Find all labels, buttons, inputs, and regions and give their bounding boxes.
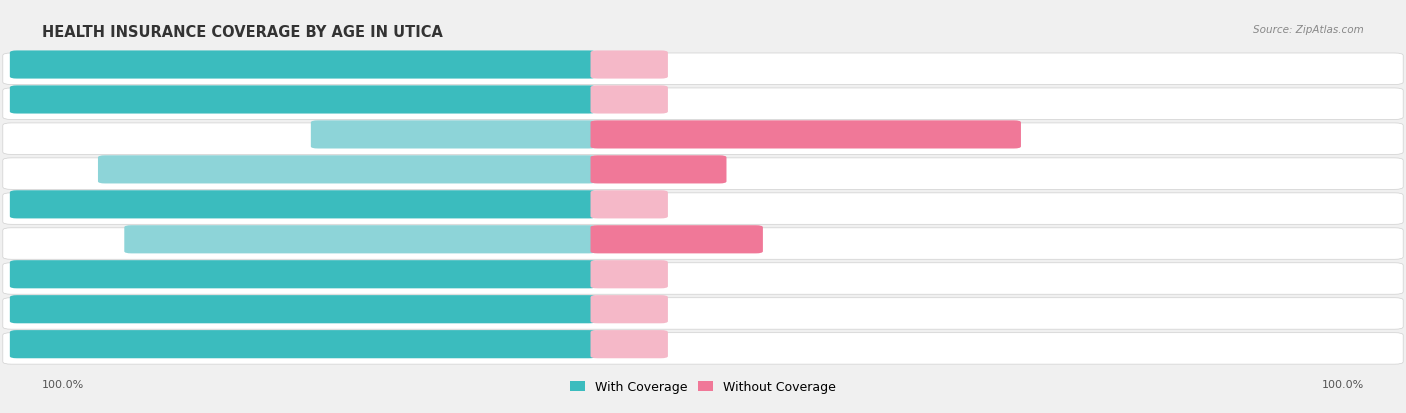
Text: 80.0%: 80.0%: [136, 236, 176, 247]
Text: 100.0%: 100.0%: [42, 379, 84, 389]
Text: 100.0%: 100.0%: [22, 62, 69, 72]
Text: 0.0%: 0.0%: [669, 202, 697, 211]
Text: HEALTH INSURANCE COVERAGE BY AGE IN UTICA: HEALTH INSURANCE COVERAGE BY AGE IN UTIC…: [42, 25, 443, 40]
Text: 35 to 44 Years: 35 to 44 Years: [598, 200, 697, 213]
Text: 65 to 74 Years: 65 to 74 Years: [598, 305, 697, 318]
Text: 100.0%: 100.0%: [1322, 379, 1364, 389]
Text: 0.0%: 0.0%: [669, 341, 697, 351]
Text: 84.6%: 84.6%: [111, 166, 149, 177]
Text: 45 to 54 Years: 45 to 54 Years: [598, 235, 697, 248]
Text: 15.4%: 15.4%: [728, 166, 763, 177]
Legend: With Coverage, Without Coverage: With Coverage, Without Coverage: [565, 375, 841, 399]
Text: 0.0%: 0.0%: [669, 62, 697, 72]
Text: Under 6 Years: Under 6 Years: [598, 61, 695, 74]
Text: 6 to 18 Years: 6 to 18 Years: [598, 95, 689, 108]
Text: 19 to 25 Years: 19 to 25 Years: [598, 130, 697, 143]
Text: 26 to 34 Years: 26 to 34 Years: [598, 165, 697, 178]
Text: Source: ZipAtlas.com: Source: ZipAtlas.com: [1253, 25, 1364, 35]
Text: 0.0%: 0.0%: [669, 306, 697, 316]
Text: 0.0%: 0.0%: [669, 271, 697, 281]
Text: 0.0%: 0.0%: [669, 97, 697, 107]
Text: 100.0%: 100.0%: [22, 341, 69, 351]
Text: 100.0%: 100.0%: [22, 306, 69, 316]
Text: 100.0%: 100.0%: [22, 271, 69, 281]
Text: 52.6%: 52.6%: [1022, 132, 1057, 142]
Text: 47.4%: 47.4%: [323, 132, 363, 142]
Text: 100.0%: 100.0%: [22, 202, 69, 211]
Text: 20.0%: 20.0%: [765, 236, 800, 247]
Text: 75 Years and older: 75 Years and older: [598, 339, 723, 352]
Text: 55 to 64 Years: 55 to 64 Years: [598, 270, 697, 283]
Text: 100.0%: 100.0%: [22, 97, 69, 107]
